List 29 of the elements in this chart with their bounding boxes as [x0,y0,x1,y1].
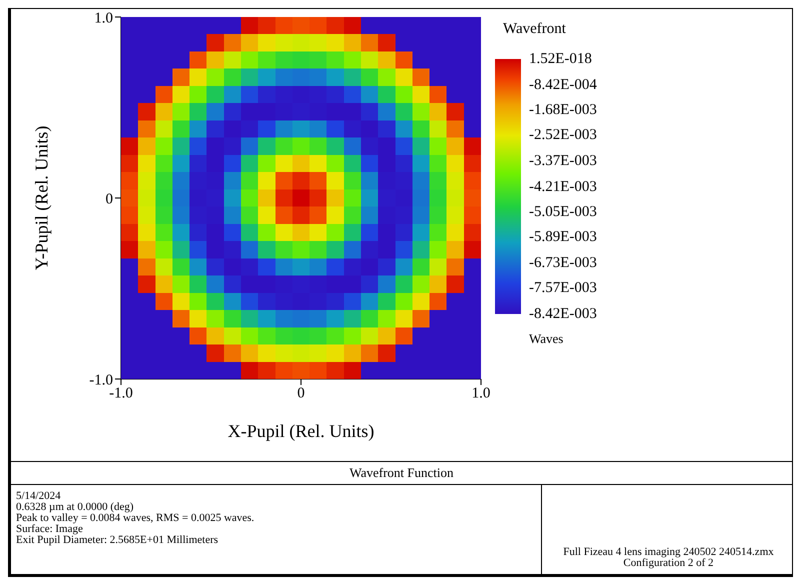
color-bar-label: -8.42E-004 [529,76,597,94]
text: Peak to valley = 0.0084 waves, RMS = 0.0025 waves. [16,512,254,524]
x-tick-label: 0 [297,386,305,402]
x-tick-label: 1.0 [472,386,490,402]
color-bar-label: 1.52E-018 [529,50,592,69]
text: Waves [529,331,564,347]
x-tick-label: -1.0 [109,386,133,402]
color-bar-label: -6.73E-003 [529,254,597,273]
color-bar-label: -1.68E-003 [529,100,597,120]
y-tick-label: 0 [106,191,113,208]
color-bar-label: -7.57E-003 [529,279,597,298]
text: 5/14/2024 [16,490,62,502]
color-bar-label: -2.52E-003 [529,126,597,146]
text: Surface: Image [16,523,84,535]
y-axis-title: Y-Pupil (Rel. Units) [31,126,52,270]
text: 0.6328 µm at 0.0000 (deg) [16,501,135,513]
text: Full Fizeau 4 lens imaging 240502 240514.zmx [562,546,775,558]
color-bar-title: Wavefront [503,21,566,38]
color-bar-label: -5.05E-003 [529,202,597,222]
y-tick-label: -1.0 [89,372,113,388]
y-tick-label: 1.0 [94,10,113,26]
color-bar-label: -4.21E-003 [529,178,597,196]
text: Exit Pupil Diameter: 2.5685E+01 Millimeters [16,534,220,546]
text: Configuration 2 of 2 [622,557,715,569]
color-bar-label: -5.89E-003 [529,228,597,248]
x-axis-title: X-Pupil (Rel. Units) [228,421,374,441]
color-bar-label: -3.37E-003 [529,152,597,172]
color-bar-label: -8.42E-003 [529,305,597,324]
text: Wavefront Function [11,461,792,485]
